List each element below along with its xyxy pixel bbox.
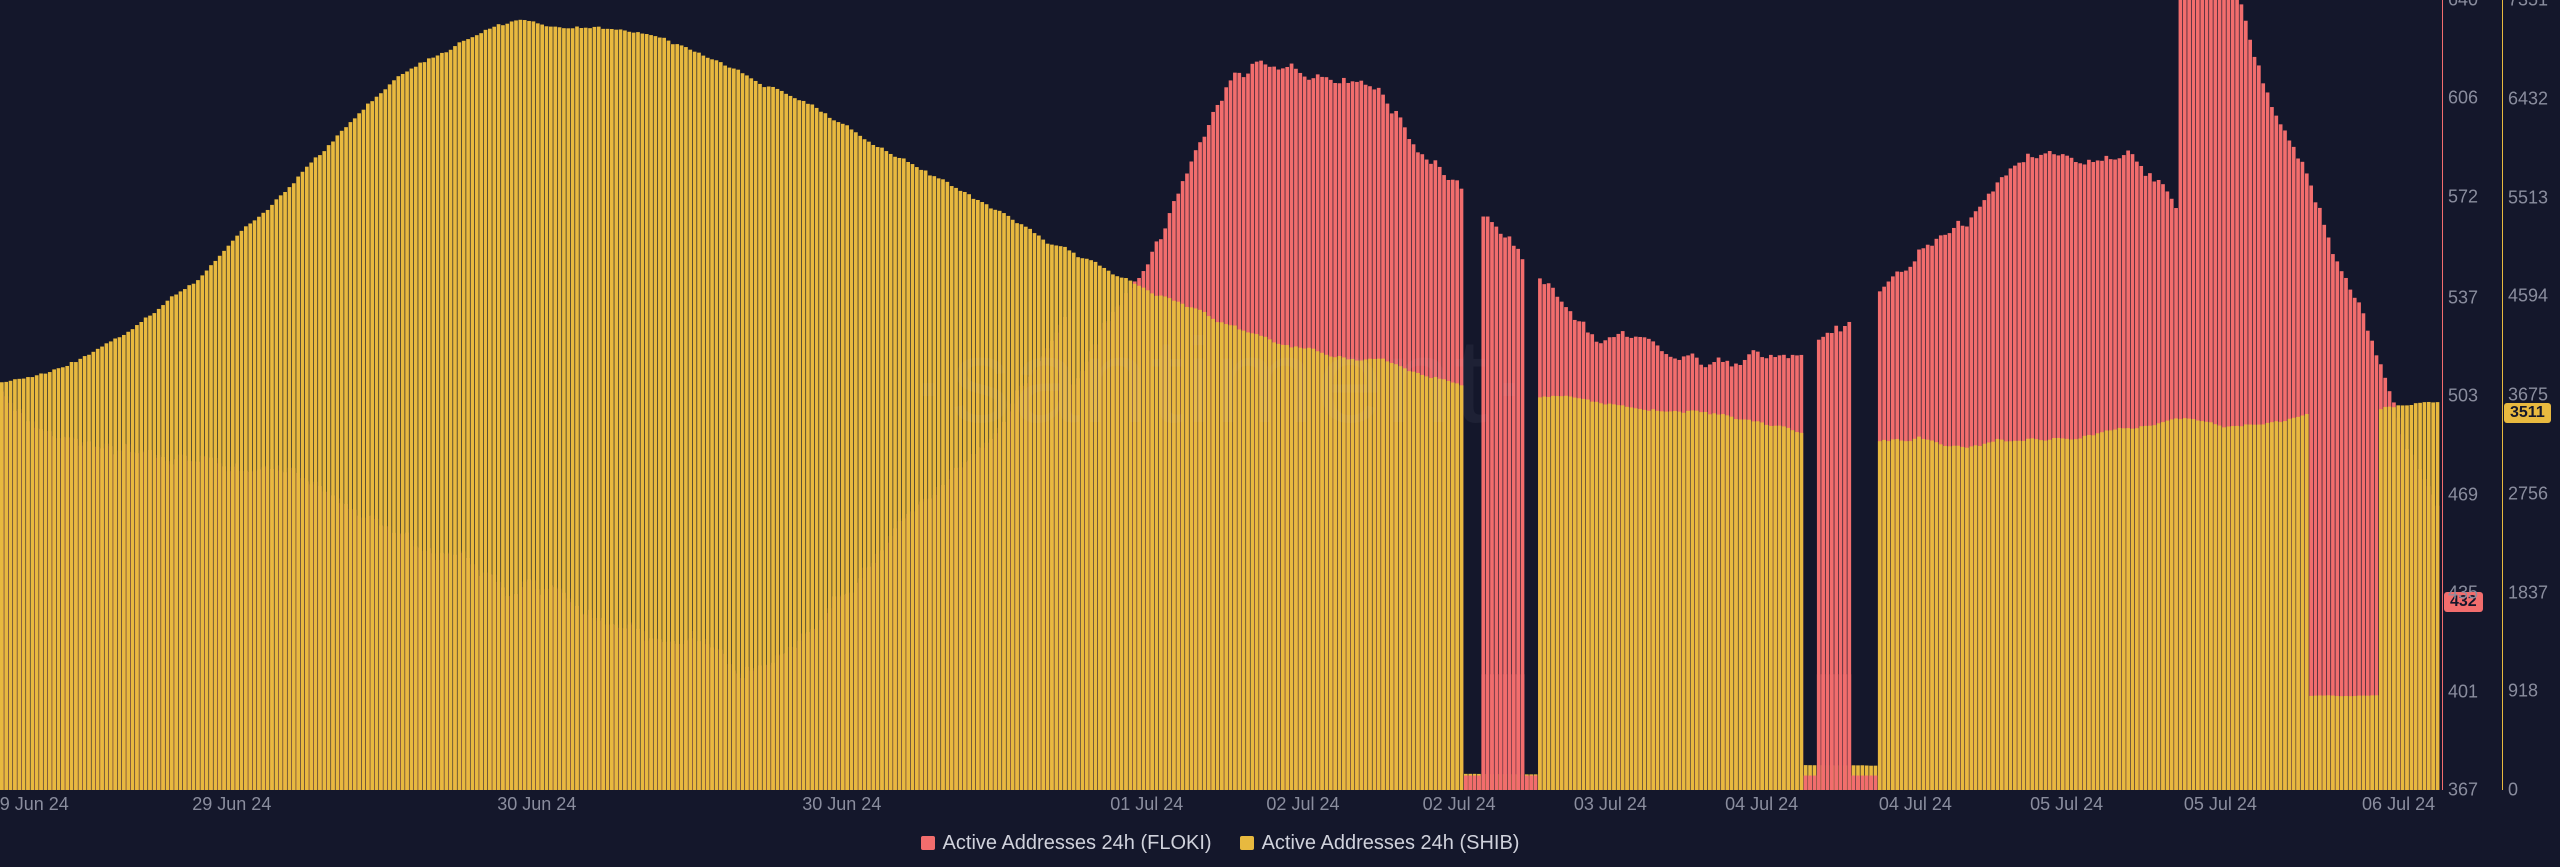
axis-tick: 503 [2448, 386, 2478, 407]
axis-tick: 918 [2508, 681, 2538, 702]
legend-swatch-shib [1240, 836, 1254, 850]
x-axis-label: 05 Jul 24 [2030, 794, 2103, 815]
axis-tick: 2756 [2508, 483, 2548, 504]
legend: Active Addresses 24h (FLOKI) Active Addr… [0, 828, 2440, 858]
axis-tick: 7351 [2508, 0, 2548, 11]
axis-tick: 5513 [2508, 187, 2548, 208]
axis-tick: 367 [2448, 780, 2478, 801]
y-axis-shib: 3511 09181837275636754594551364327351 [2502, 0, 2560, 790]
x-axis-label: 30 Jun 24 [497, 794, 576, 815]
axis-tick: 537 [2448, 288, 2478, 309]
x-axis-label: 29 Jun 24 [0, 794, 69, 815]
current-value-badge-shib: 3511 [2504, 403, 2551, 423]
axis-tick: 0 [2508, 780, 2518, 801]
chart-container: ·santiment· 432 367 401 435 469 503 537 572 606… [0, 0, 2560, 867]
axis-tick: 572 [2448, 186, 2478, 207]
axis-tick: 606 [2448, 88, 2478, 109]
x-axis-label: 04 Jul 24 [1725, 794, 1798, 815]
x-axis-label: 29 Jun 24 [192, 794, 271, 815]
x-axis-label: 02 Jul 24 [1266, 794, 1339, 815]
current-value-badge-floki: 432 [2444, 592, 2483, 612]
legend-label-floki: Active Addresses 24h (FLOKI) [943, 832, 1212, 855]
legend-swatch-floki [921, 836, 935, 850]
plot-area[interactable]: ·santiment· [0, 0, 2440, 790]
axis-tick: 640 [2448, 0, 2478, 11]
y-axis-floki: 432 367401435469503537572606640 [2442, 0, 2502, 790]
legend-item-shib[interactable]: Active Addresses 24h (SHIB) [1240, 832, 1520, 855]
legend-item-floki[interactable]: Active Addresses 24h (FLOKI) [921, 832, 1212, 855]
axis-tick: 401 [2448, 681, 2478, 702]
axis-tick: 1837 [2508, 582, 2548, 603]
axis-tick: 469 [2448, 484, 2478, 505]
x-axis-label: 05 Jul 24 [2184, 794, 2257, 815]
x-axis-label: 03 Jul 24 [1574, 794, 1647, 815]
axis-tick: 3675 [2508, 385, 2548, 406]
axis-tick: 435 [2448, 583, 2478, 604]
x-axis-label: 01 Jul 24 [1110, 794, 1183, 815]
x-axis-label: 06 Jul 24 [2362, 794, 2435, 815]
x-axis-label: 02 Jul 24 [1423, 794, 1496, 815]
legend-label-shib: Active Addresses 24h (SHIB) [1262, 832, 1520, 855]
x-axis-label: 30 Jun 24 [802, 794, 881, 815]
axis-tick: 6432 [2508, 88, 2548, 109]
x-axis: 29 Jun 24 29 Jun 24 30 Jun 24 30 Jun 24 01 J… [0, 790, 2440, 820]
x-axis-label: 04 Jul 24 [1879, 794, 1952, 815]
axis-tick: 4594 [2508, 286, 2548, 307]
